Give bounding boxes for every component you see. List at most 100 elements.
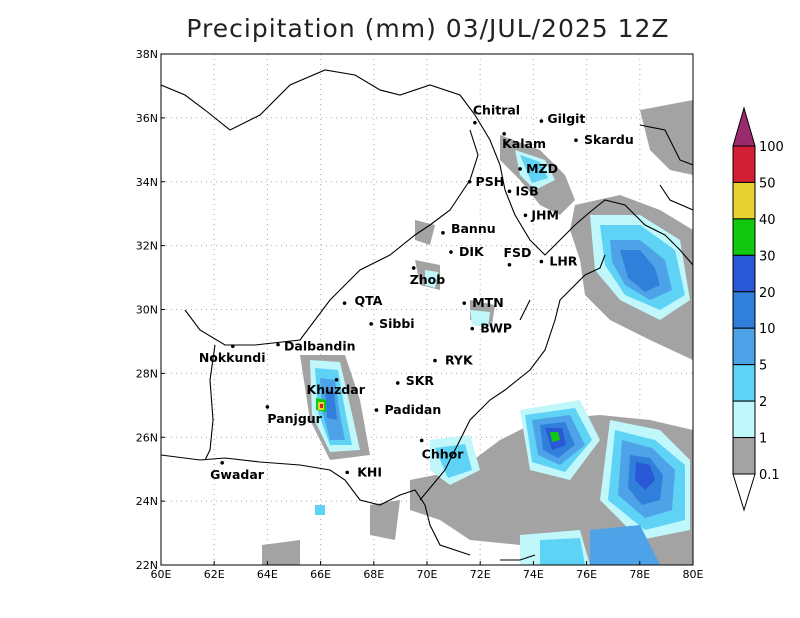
city-label: Zhob: [410, 272, 446, 287]
y-tick-label: 22N: [136, 559, 158, 572]
x-tick-label: 62E: [204, 568, 225, 581]
city-marker: [265, 405, 270, 409]
map-gridlines: [161, 54, 693, 565]
colorbar-label: 0.1: [759, 468, 780, 483]
city-label: LHR: [549, 254, 577, 269]
colorbar-segment: [732, 400, 756, 439]
colorbar-label: 20: [759, 286, 776, 301]
colorbar-label: 2: [759, 395, 767, 410]
city-marker: [441, 231, 445, 235]
city-label: Skardu: [584, 132, 634, 147]
y-tick-label: 24N: [136, 495, 158, 508]
y-axis: 22N 24N 26N 28N 30N 32N 34N 36N 38N: [136, 48, 165, 572]
colorbar-label: 40: [759, 213, 776, 228]
city-label: Khuzdar: [307, 382, 366, 397]
x-tick-label: 72E: [470, 568, 491, 581]
y-tick-label: 38N: [136, 48, 158, 61]
city-marker: [369, 322, 373, 326]
city-label: Gilgit: [547, 111, 585, 126]
city-marker: [467, 179, 472, 184]
city-marker: [395, 381, 400, 385]
city-marker: [419, 438, 424, 443]
city-marker: [518, 167, 522, 171]
x-tick-label: 64E: [257, 568, 278, 581]
colorbar-top-arrow: [732, 106, 756, 147]
city-marker: [539, 119, 544, 123]
y-tick-label: 28N: [136, 367, 158, 380]
city-marker: [473, 120, 477, 125]
colorbar-segment: [732, 364, 756, 402]
country-boundaries: [161, 69, 693, 561]
colorbar-label: 10: [759, 322, 776, 337]
city-marker: [342, 301, 347, 305]
city-marker: [345, 470, 350, 475]
x-tick-label: 70E: [417, 568, 438, 581]
city-marker: [411, 266, 416, 270]
city-label: FSD: [503, 245, 531, 260]
x-tick-label: 80E: [683, 568, 704, 581]
colorbar-segment: [732, 291, 756, 329]
city-label: Sibbi: [379, 316, 414, 331]
city-marker: [334, 377, 339, 382]
city-marker: [507, 189, 512, 194]
y-tick-label: 32N: [136, 240, 158, 253]
x-tick-label: 74E: [523, 568, 544, 581]
city-marker: [539, 259, 544, 264]
city-label: MZD: [526, 161, 558, 176]
colorbar-segment: [732, 437, 756, 475]
colorbar: 100 50 40 30 20 10 5 2 1 0.1: [732, 106, 784, 512]
colorbar-segment: [732, 254, 756, 293]
city-label: Padidan: [384, 402, 441, 417]
colorbar-bottom-arrow: [732, 473, 756, 512]
city-label: Gwadar: [210, 467, 265, 482]
precipitation-field: [262, 100, 693, 565]
x-tick-label: 76E: [576, 568, 597, 581]
colorbar-segment: [732, 218, 756, 256]
x-tick-label: 78E: [629, 568, 650, 581]
y-tick-label: 30N: [136, 304, 158, 317]
x-axis: 60E 62E 64E 66E 68E 70E 72E 74E 76E 78E 80E: [151, 561, 704, 581]
y-tick-label: 26N: [136, 431, 158, 444]
city-label: Chhor: [422, 446, 465, 461]
city-label: Panjgur: [267, 411, 322, 426]
city-marker: [462, 301, 467, 305]
city-marker: [574, 138, 578, 143]
colorbar-label: 5: [759, 359, 767, 374]
city-label: DIK: [459, 244, 485, 259]
colorbar-segment: [732, 327, 756, 366]
city-label: SKR: [406, 373, 435, 388]
city-marker: [276, 342, 280, 347]
colorbar-segment: [732, 181, 756, 220]
city-label: Nokkundi: [199, 350, 266, 365]
city-label: MTN: [472, 295, 503, 310]
city-label: Chitral: [473, 103, 520, 118]
x-tick-label: 60E: [151, 568, 172, 581]
colorbar-label: 100: [759, 140, 784, 155]
city-marker: [523, 213, 528, 218]
city-marker: [433, 358, 437, 363]
y-tick-label: 34N: [136, 176, 158, 189]
city-marker: [507, 262, 512, 267]
city-marker: [374, 408, 379, 412]
colorbar-label: 50: [759, 176, 776, 191]
city-marker: [470, 326, 475, 331]
map-title: Precipitation (mm) 03/JUL/2025 12Z: [186, 14, 670, 43]
city-label: JHM: [530, 207, 559, 222]
x-tick-label: 66E: [310, 568, 331, 581]
city-label: KHI: [357, 464, 382, 479]
colorbar-label: 30: [759, 249, 776, 264]
city-label: BWP: [480, 321, 512, 336]
city-marker: [449, 250, 453, 254]
city-marker: [502, 132, 506, 136]
city-marker: [220, 461, 224, 465]
y-tick-label: 36N: [136, 112, 158, 125]
city-label: Bannu: [451, 221, 496, 236]
city-marker: [231, 344, 235, 349]
city-label: RYK: [445, 353, 474, 368]
x-tick-label: 68E: [363, 568, 384, 581]
city-label: Kalam: [502, 136, 546, 151]
city-label: QTA: [355, 293, 383, 308]
colorbar-segment: [732, 145, 756, 183]
